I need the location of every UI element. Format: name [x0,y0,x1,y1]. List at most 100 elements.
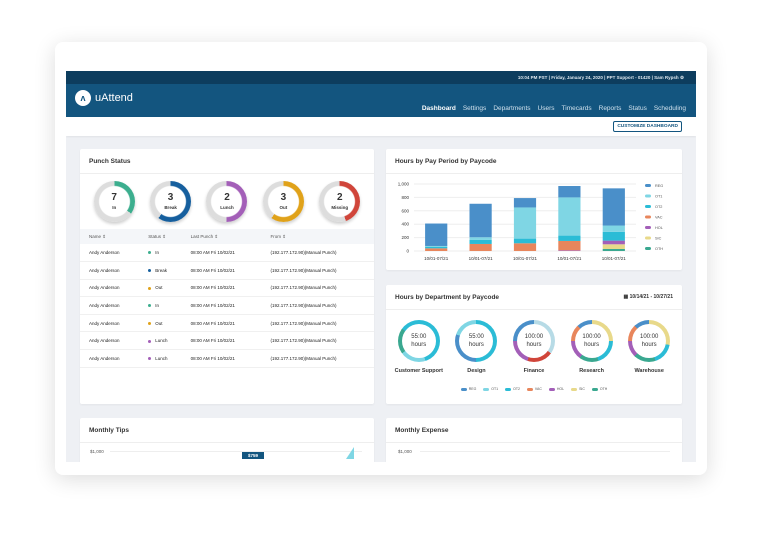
department-design[interactable]: 55:00 hours Design [448,320,504,374]
table-row[interactable]: Andy Anderson In 08:00 AM Fri 10/02/21 (192… [80,296,374,315]
cell-name: Andy Anderson [80,279,140,298]
sort-icon[interactable]: ⇕ [280,233,286,239]
column-header-from[interactable]: From ⇕ [261,229,374,244]
bar-segment-reg[interactable] [558,186,581,198]
x-tick-label: 10/01-07/21 [602,256,627,261]
column-header-last-punch[interactable]: Last Punch ⇕ [181,229,262,244]
x-tick-label: 10/01-07/21 [557,256,582,261]
hours-value: 55:00 [411,334,427,340]
cell-from: (192.177.172.90)(Manual Punch) [261,244,374,263]
bar-segment-ot1[interactable] [602,225,625,232]
cell-status: Break [139,261,182,280]
logo[interactable]: ʌ uAttend [75,90,133,106]
bar-segment-hol[interactable] [602,240,625,245]
nav-departments[interactable]: Departments [493,105,531,112]
cell-last-punch: 08:00 AM Fri 10/02/21 [181,314,262,333]
department-warehouse[interactable]: 100:00 hours Warehouse [621,320,677,374]
legend-item: REG [460,387,476,391]
sort-icon[interactable]: ⇕ [101,233,107,239]
table-row[interactable]: Andy Anderson In 08:00 AM Fri 10/02/21 (192… [80,244,374,263]
status-ring-lunch[interactable]: 2 Lunch [206,181,248,222]
table-row[interactable]: Andy Anderson Out 08:00 AM Fri 10/02/21 (19… [80,314,374,333]
legend-label: VAC [655,216,663,220]
table-row[interactable]: Andy Anderson Lunch 08:00 AM Fri 10/02/21(… [80,331,374,351]
column-header-status[interactable]: Status ⇕ [139,229,182,244]
bar-segment-oth[interactable] [602,248,625,251]
status-text: Lunch [155,338,168,344]
department-panel: Hours by Department by Paycode ▦ 10/14/2… [386,285,682,404]
hours-value: 100:00 [639,334,659,340]
main-nav: ʌ uAttend Dashboard Settings Departments Use… [66,84,696,117]
sort-icon[interactable]: ⇕ [213,233,219,239]
bar-segment-ot1[interactable] [425,245,448,247]
nav-timecards[interactable]: Timecards [561,105,592,112]
nav-status[interactable]: Status [628,105,647,112]
nav-scheduling[interactable]: Scheduling [653,105,686,112]
table-row[interactable]: Andy Anderson Lunch 08:00 AM Fri 10/02/21(… [80,349,374,368]
status-ring-in[interactable]: 7 In [93,181,135,222]
bar-segment-reg[interactable] [469,203,492,238]
department-customer-support[interactable]: 55:00 hours Customer Support [391,320,447,374]
date-range-picker[interactable]: ▦ 10/14/21 - 10/27/21 [624,294,674,300]
status-ring-missing[interactable]: 2 Missing [319,181,361,222]
legend-swatch [460,387,467,391]
bar-segment-ot2[interactable] [602,231,625,241]
bar-segment-vac[interactable] [558,240,581,251]
panel-title: Monthly Expense [386,418,682,443]
status-dot-icon [148,251,152,255]
bar-segment-vac[interactable] [425,248,448,251]
bar-segment-hol[interactable] [558,250,581,251]
settings-icon[interactable]: ⚙ [679,75,684,80]
hours-unit: hours [468,342,484,348]
table-row[interactable]: Andy Anderson Out 08:00 AM Fri 10/02/21 (19… [80,279,374,298]
bar-segment-ot2[interactable] [469,239,492,244]
bar-segment-vac[interactable] [513,243,537,251]
monthly-tips-panel: Monthly Tips $1,000 $759 [80,418,374,462]
department-research[interactable]: 100:00 hours Research [564,320,620,374]
brand-name: uAttend [95,92,133,104]
status-ring-break[interactable]: 3 Break [150,181,192,222]
customize-dashboard-button[interactable]: CUSTOMIZE DASHBOARD [613,121,682,132]
bar-segment-ot2[interactable] [558,235,581,241]
hours-value: 55:00 [468,334,484,340]
legend-label: OTH [599,387,608,391]
status-dot-icon [148,269,152,273]
column-header-name[interactable]: Name ⇕ [80,229,140,244]
status-ring-out[interactable]: 3 Out [262,181,304,222]
legend-swatch [526,387,533,391]
x-tick-label: 10/01-07/21 [513,256,538,261]
cell-from: (192.177.172.90)(Manual Punch) [261,314,374,333]
bar-segment-reg[interactable] [513,198,537,208]
bar-segment-ot2[interactable] [513,238,537,244]
y-tick: $1,000 [90,449,104,454]
bar-segment-vac[interactable] [469,243,492,251]
department-name: Research [579,368,604,374]
bar-segment-reg[interactable] [425,223,448,246]
bar-segment-reg[interactable] [602,188,625,226]
nav-dashboard[interactable]: Dashboard [421,105,456,112]
legend-swatch [571,387,578,391]
ring-label: Out [279,205,288,210]
legend-swatch [645,247,651,250]
calendar-icon: ▦ [623,294,629,300]
legend-label: REG [655,184,663,188]
nav-settings[interactable]: Settings [462,105,487,112]
bar-segment-ot1[interactable] [558,197,581,236]
bar-segment-ot1[interactable] [469,237,492,240]
cell-name: Andy Anderson [80,314,140,333]
cell-from: (192.177.172.90)(Manual Punch) [261,261,374,280]
bar-segment-ot1[interactable] [513,207,537,239]
nav-users[interactable]: Users [537,105,555,112]
cell-from: (192.177.172.90)(Manual Punch) [261,349,374,368]
department-finance[interactable]: 100:00 hours Finance [506,320,562,374]
y-tick-label: 400 [401,222,409,227]
sort-icon[interactable]: ⇕ [161,233,167,239]
nav-reports[interactable]: Reports [598,105,622,112]
bar-segment-ot2[interactable] [425,246,448,249]
table-row[interactable]: Andy Anderson Break 08:00 AM Fri 10/02/21(… [80,261,374,280]
bar-segment-sic[interactable] [602,244,625,249]
panel-title: Punch Status [80,149,374,174]
ring-count: 2 [336,192,343,203]
legend-item: HOL [548,387,564,391]
legend-label: SIC [579,387,585,391]
